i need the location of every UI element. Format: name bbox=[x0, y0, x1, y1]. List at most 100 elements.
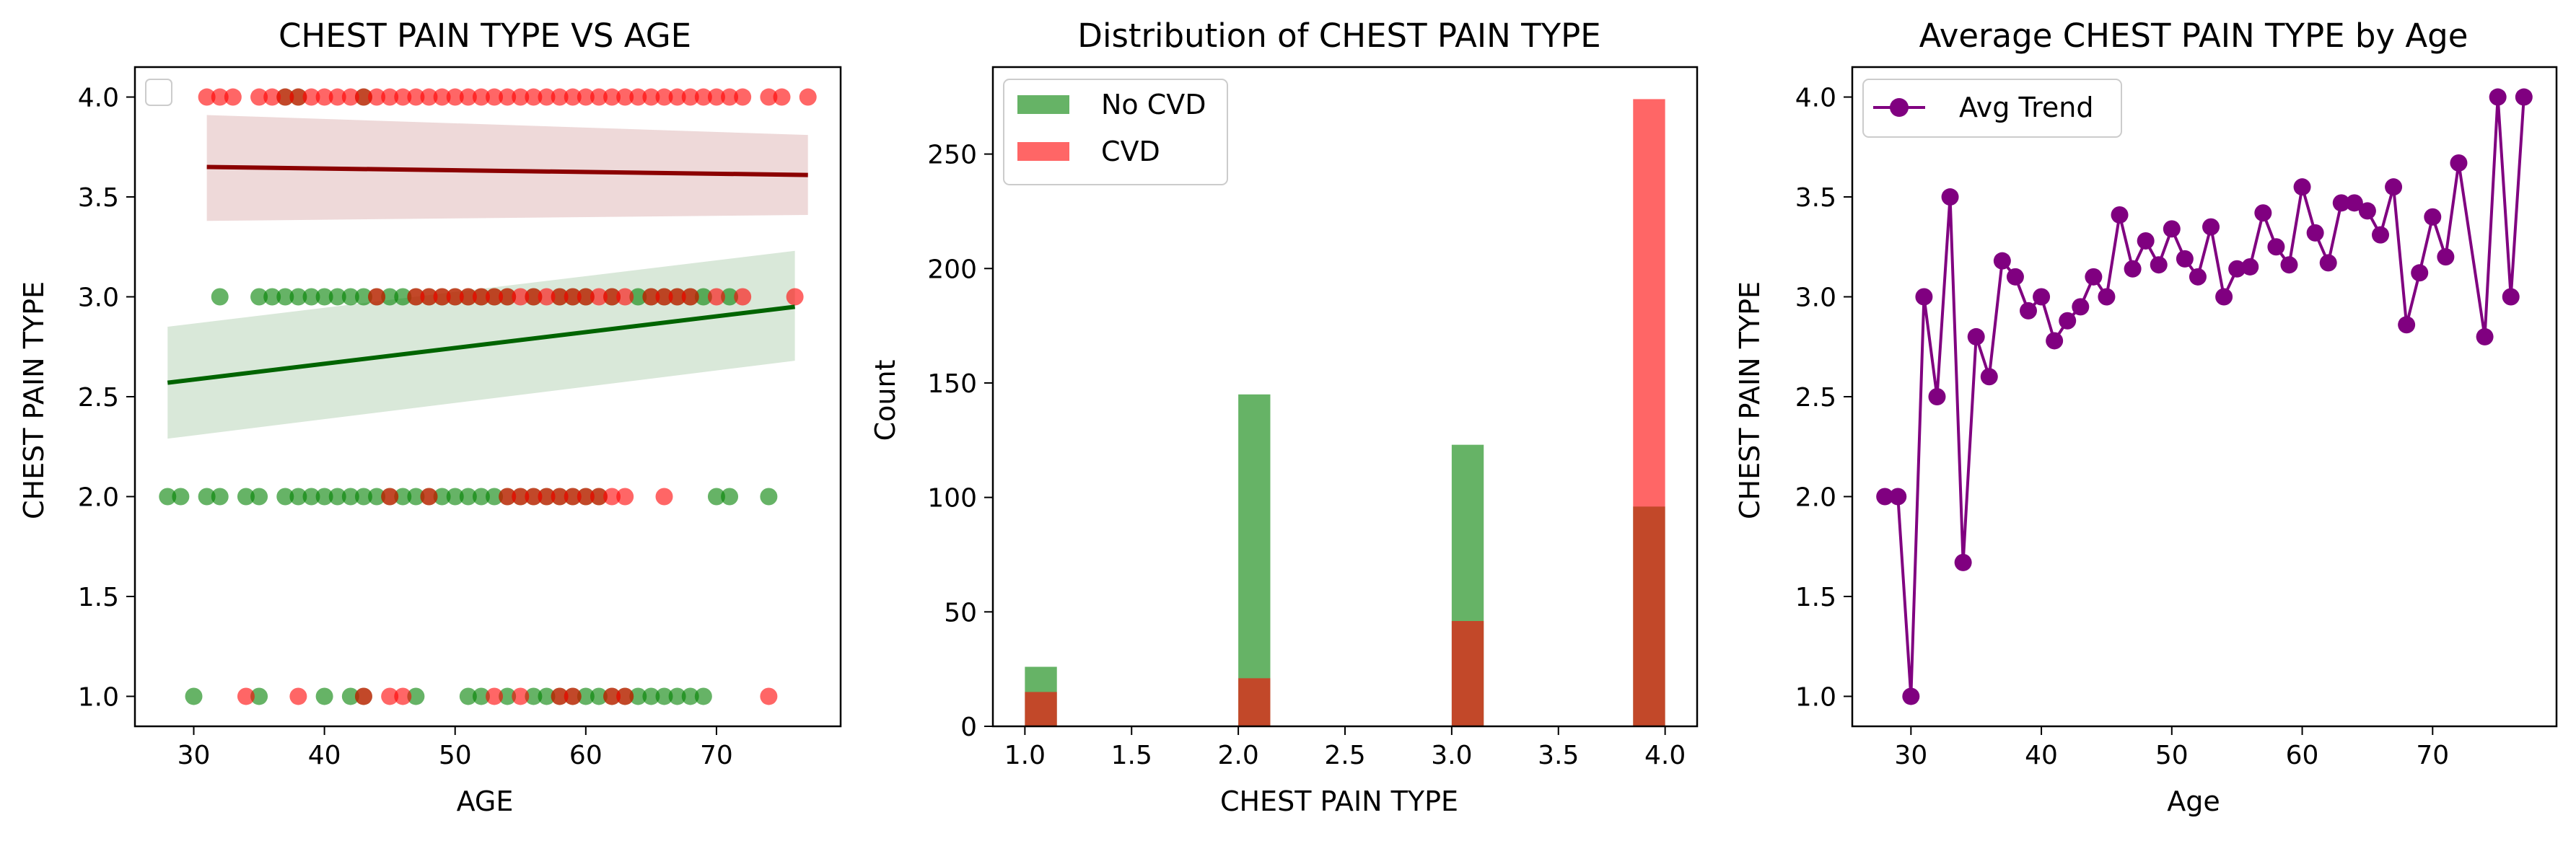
scatter-point-cvd bbox=[486, 687, 504, 705]
scatter-point-cvd bbox=[551, 488, 569, 506]
x-tick-label: 50 bbox=[439, 741, 472, 770]
scatter-point-cvd bbox=[446, 88, 464, 106]
scatter-point-no_cvd bbox=[394, 288, 412, 306]
scatter-point-no_cvd bbox=[433, 488, 451, 506]
line-plot-area: 30 40 50 60 70 1.0 1.5 2.0 2.5 3.0 3.5 4.0 bbox=[1795, 66, 2558, 770]
scatter-point-cvd bbox=[655, 288, 673, 306]
scatter-point-cvd bbox=[538, 488, 556, 506]
avg-trend-marker bbox=[2502, 288, 2520, 306]
avg-trend-marker bbox=[2319, 254, 2337, 272]
scatter-point-cvd bbox=[276, 88, 294, 106]
scatter-point-cvd bbox=[368, 288, 386, 306]
avg-trend-marker bbox=[1993, 252, 2011, 270]
avg-trend-marker bbox=[2411, 264, 2429, 282]
scatter-xlabel: AGE bbox=[457, 785, 514, 817]
y-tick-label: 200 bbox=[927, 255, 977, 284]
avg-trend-marker bbox=[1889, 488, 1907, 506]
avg-trend-marker bbox=[2306, 224, 2324, 242]
scatter-point-cvd bbox=[799, 88, 817, 106]
avg-trend-marker bbox=[2358, 202, 2376, 220]
avg-trend-marker bbox=[2476, 327, 2494, 345]
scatter-point-cvd bbox=[263, 88, 281, 106]
scatter-point-cvd bbox=[499, 488, 517, 506]
x-tick-label: 1.5 bbox=[1111, 741, 1152, 770]
scatter-point-cvd bbox=[486, 88, 504, 106]
scatter-point-no_cvd bbox=[459, 488, 477, 506]
scatter-point-no_cvd bbox=[250, 488, 268, 506]
scatter-point-no_cvd bbox=[302, 488, 320, 506]
y-tick-label: 4.0 bbox=[1795, 84, 1836, 113]
scatter-point-cvd bbox=[564, 288, 582, 306]
scatter-point-no_cvd bbox=[263, 288, 281, 306]
y-tick-label: 0 bbox=[960, 713, 977, 742]
avg-trend-marker bbox=[1967, 327, 1985, 345]
scatter-point-no_cvd bbox=[525, 687, 543, 705]
scatter-point-cvd bbox=[250, 88, 268, 106]
scatter-point-cvd bbox=[512, 687, 530, 705]
avg-trend-marker bbox=[2332, 194, 2350, 212]
scatter-point-no_cvd bbox=[486, 488, 504, 506]
data-layer bbox=[1025, 99, 1665, 727]
scatter-point-cvd bbox=[538, 88, 556, 106]
avg-trend-marker bbox=[1915, 288, 1933, 306]
scatter-point-no_cvd bbox=[159, 488, 177, 506]
scatter-ylabel: CHEST PAIN TYPE bbox=[18, 281, 50, 519]
x-tick-label: 4.0 bbox=[1644, 741, 1686, 770]
avg-trend-marker bbox=[2006, 268, 2024, 286]
scatter-point-cvd bbox=[394, 687, 412, 705]
scatter-point-no_cvd bbox=[341, 288, 359, 306]
scatter-point-cvd bbox=[341, 88, 359, 106]
legend-label-avg-trend: Avg Trend bbox=[1959, 92, 2093, 123]
histogram-bar-cvd bbox=[1025, 692, 1057, 726]
scatter-point-cvd bbox=[224, 88, 242, 106]
avg-trend-marker bbox=[1954, 553, 1972, 571]
regression-ci-band-cvd bbox=[206, 115, 808, 221]
scatter-point-cvd bbox=[420, 88, 438, 106]
scatter-point-cvd bbox=[433, 288, 451, 306]
scatter-point-no_cvd bbox=[250, 288, 268, 306]
scatter-point-no_cvd bbox=[629, 288, 647, 306]
scatter-point-cvd bbox=[668, 288, 686, 306]
scatter-point-cvd bbox=[577, 488, 595, 506]
scatter-point-no_cvd bbox=[315, 488, 333, 506]
line-title: Average CHEST PAIN TYPE by Age bbox=[1919, 17, 2468, 55]
scatter-point-cvd bbox=[459, 88, 477, 106]
scatter-point-cvd bbox=[707, 88, 725, 106]
avg-trend-marker bbox=[2137, 232, 2155, 250]
y-tick-label: 50 bbox=[944, 598, 977, 628]
scatter-point-no_cvd bbox=[472, 687, 490, 705]
scatter-point-cvd bbox=[629, 88, 647, 106]
scatter-point-no_cvd bbox=[538, 687, 556, 705]
scatter-point-cvd bbox=[525, 288, 543, 306]
y-tick-label: 4.0 bbox=[78, 84, 119, 113]
scatter-point-no_cvd bbox=[407, 488, 425, 506]
scatter-point-no_cvd bbox=[694, 288, 712, 306]
scatter-point-cvd bbox=[538, 288, 556, 306]
x-tick-label: 60 bbox=[569, 741, 603, 770]
scatter-point-no_cvd bbox=[681, 687, 699, 705]
scatter-point-cvd bbox=[381, 687, 399, 705]
scatter-point-cvd bbox=[603, 88, 621, 106]
x-tick-label: 1.0 bbox=[1004, 741, 1046, 770]
avg-trend-marker bbox=[1902, 687, 1920, 705]
scatter-point-cvd bbox=[472, 288, 490, 306]
scatter-point-no_cvd bbox=[289, 288, 307, 306]
scatter-point-no_cvd bbox=[328, 288, 346, 306]
y-tick-label: 2.0 bbox=[78, 483, 119, 512]
scatter-point-cvd bbox=[603, 687, 621, 705]
avg-trend-marker bbox=[2372, 226, 2389, 244]
scatter-point-cvd bbox=[459, 288, 477, 306]
scatter-point-cvd bbox=[211, 88, 229, 106]
avg-trend-marker bbox=[2424, 208, 2442, 226]
scatter-point-no_cvd bbox=[721, 288, 739, 306]
scatter-point-cvd bbox=[499, 88, 517, 106]
scatter-point-no_cvd bbox=[590, 687, 608, 705]
scatter-point-cvd bbox=[512, 288, 530, 306]
scatter-point-no_cvd bbox=[655, 687, 673, 705]
avg-trend-marker bbox=[2293, 178, 2311, 196]
scatter-point-cvd bbox=[551, 687, 569, 705]
scatter-point-cvd bbox=[407, 288, 425, 306]
avg-trend-marker bbox=[2189, 268, 2207, 286]
scatter-point-no_cvd bbox=[250, 687, 268, 705]
